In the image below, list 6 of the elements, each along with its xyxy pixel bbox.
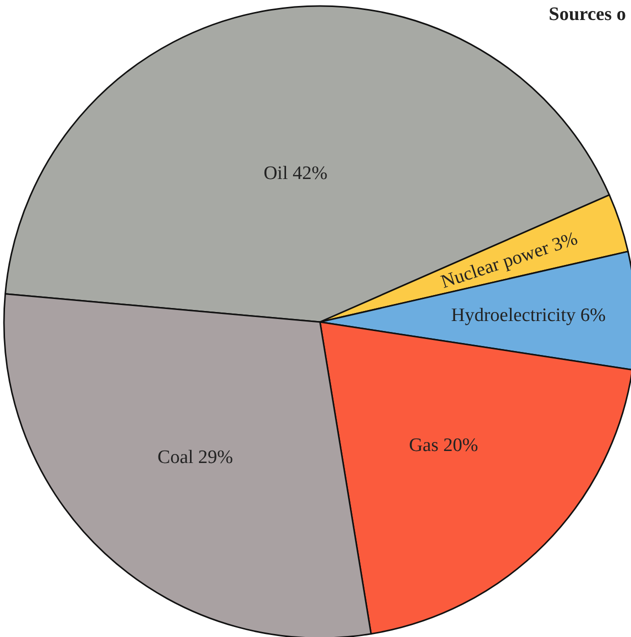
slice-label: Coal 29% xyxy=(158,446,234,468)
chart-title: Sources o xyxy=(548,4,626,25)
slice-label: Hydroelectricity 6% xyxy=(451,305,606,326)
slice-label: Oil 42% xyxy=(264,162,328,184)
slice-label: Gas 20% xyxy=(408,434,478,456)
slice-label: Nuclear power 3% xyxy=(438,228,580,293)
